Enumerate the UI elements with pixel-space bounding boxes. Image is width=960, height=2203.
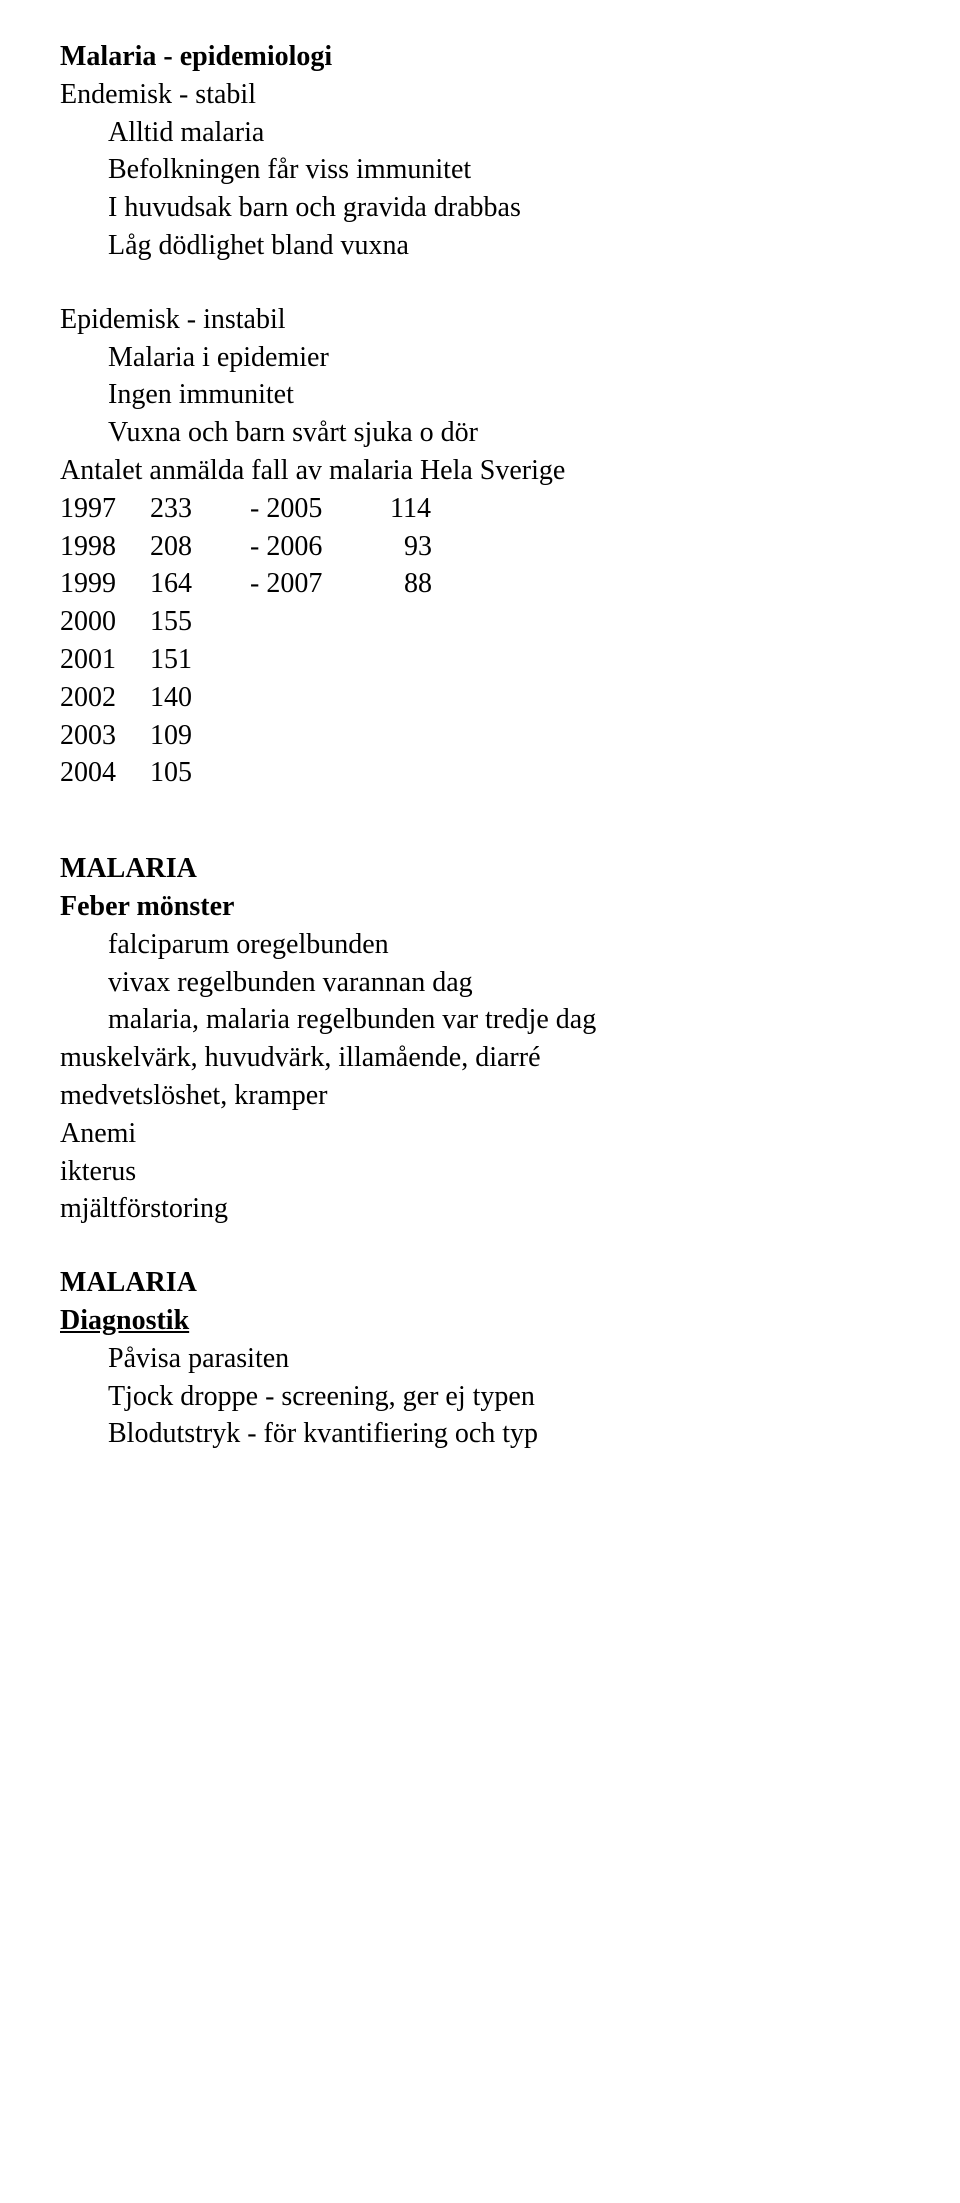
text-line: malaria, malaria regelbunden var tredje … [108,1001,900,1039]
table-cell: 88 [390,565,470,603]
table-cell: 2004 [60,754,150,792]
text-line: falciparum oregelbunden [108,926,900,964]
table-cell: 2003 [60,717,150,755]
subheading-underline: Diagnostik [60,1302,900,1340]
table-cell: 155 [150,603,220,641]
text-line: medvetslöshet, kramper [60,1077,900,1115]
table-cell: 151 [150,641,220,679]
text-line: Endemisk - stabil [60,76,900,114]
section-heading: MALARIA [60,1264,900,1302]
text-line: Låg dödlighet bland vuxna [108,227,900,265]
table-cell: 164 [150,565,220,603]
table-cell: 109 [150,717,220,755]
spacer [60,792,900,850]
text-line: vivax regelbunden varannan dag [108,964,900,1002]
table-cell: 2002 [60,679,150,717]
text-line: Påvisa parasiten [108,1340,900,1378]
text-line: Vuxna och barn svårt sjuka o dör [108,414,900,452]
data-table: 1997 1998 1999 2000 2001 2002 2003 2004 … [60,490,900,792]
text-line: mjältförstoring [60,1190,900,1228]
table-cell: 105 [150,754,220,792]
text-line: muskelvärk, huvudvärk, illamående, diarr… [60,1039,900,1077]
text-line: Epidemisk - instabil [60,301,900,339]
table-cell: - 2005 [250,490,390,528]
table-cell: 1999 [60,565,150,603]
text-line: Ingen immunitet [108,376,900,414]
table-cell: 114 [390,490,470,528]
section-heading: MALARIA [60,850,900,888]
table-cell: - 2007 [250,565,390,603]
text-line: Alltid malaria [108,114,900,152]
table-cell: 93 [390,528,470,566]
table-cell: 1997 [60,490,150,528]
text-line: Blodutstryk - för kvantifiering och typ [108,1415,900,1453]
table-cell: 2000 [60,603,150,641]
table-col-range: - 2005 - 2006 - 2007 [220,490,390,792]
subheading: Feber mönster [60,888,900,926]
text-line: ikterus [60,1153,900,1191]
title-heading: Malaria - epidemiologi [60,38,900,76]
table-cell: 1998 [60,528,150,566]
text-line: Befolkningen får viss immunitet [108,151,900,189]
table-col-year: 1997 1998 1999 2000 2001 2002 2003 2004 [60,490,150,792]
table-cell: 208 [150,528,220,566]
text-line: I huvudsak barn och gravida drabbas [108,189,900,227]
table-cell: 140 [150,679,220,717]
spacer [60,1228,900,1264]
text-line: Anemi [60,1115,900,1153]
table-col-value2: 114 93 88 [390,490,470,792]
table-cell: 2001 [60,641,150,679]
table-title: Antalet anmälda fall av malaria Hela Sve… [60,452,900,490]
table-col-value: 233 208 164 155 151 140 109 105 [150,490,220,792]
text-line: Malaria i epidemier [108,339,900,377]
spacer [60,265,900,301]
text-line: Tjock droppe - screening, ger ej typen [108,1378,900,1416]
table-cell: 233 [150,490,220,528]
table-cell: - 2006 [250,528,390,566]
